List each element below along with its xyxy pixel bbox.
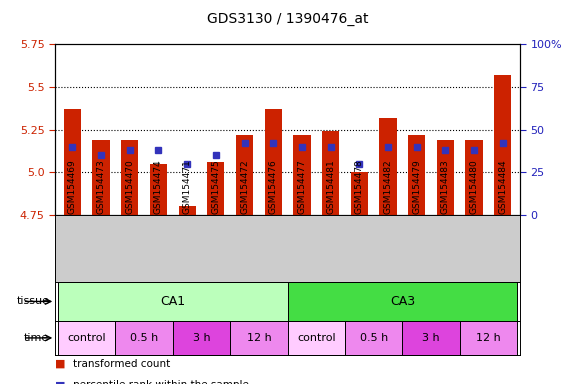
Bar xyxy=(403,321,460,355)
Bar xyxy=(58,321,116,355)
Bar xyxy=(116,321,173,355)
Text: control: control xyxy=(67,333,106,343)
Text: percentile rank within the sample: percentile rank within the sample xyxy=(73,380,249,384)
Bar xyxy=(460,321,517,355)
Bar xyxy=(345,321,403,355)
Bar xyxy=(494,75,511,215)
Bar xyxy=(121,140,138,215)
Bar xyxy=(92,140,110,215)
Text: 12 h: 12 h xyxy=(476,333,501,343)
Text: 12 h: 12 h xyxy=(246,333,271,343)
Text: CA3: CA3 xyxy=(390,295,415,308)
Text: 0.5 h: 0.5 h xyxy=(130,333,158,343)
Text: control: control xyxy=(297,333,336,343)
Bar xyxy=(173,321,230,355)
Text: CA1: CA1 xyxy=(160,295,185,308)
Bar xyxy=(178,207,196,215)
Bar xyxy=(264,109,282,215)
Bar xyxy=(322,131,339,215)
Bar xyxy=(379,118,397,215)
Bar xyxy=(408,135,425,215)
Bar xyxy=(465,140,483,215)
Bar xyxy=(230,321,288,355)
Text: 3 h: 3 h xyxy=(193,333,210,343)
Text: transformed count: transformed count xyxy=(73,359,170,369)
Text: 3 h: 3 h xyxy=(422,333,440,343)
Text: ■: ■ xyxy=(55,359,66,369)
Bar xyxy=(437,140,454,215)
Bar xyxy=(150,164,167,215)
Bar xyxy=(236,135,253,215)
Text: GDS3130 / 1390476_at: GDS3130 / 1390476_at xyxy=(207,12,368,25)
Text: tissue: tissue xyxy=(16,296,49,306)
Bar xyxy=(351,172,368,215)
Bar xyxy=(58,282,288,321)
Bar xyxy=(64,109,81,215)
Bar xyxy=(207,162,224,215)
Text: 0.5 h: 0.5 h xyxy=(360,333,388,343)
Text: time: time xyxy=(24,333,49,343)
Text: ■: ■ xyxy=(55,380,66,384)
Bar xyxy=(288,321,345,355)
Bar xyxy=(293,135,311,215)
Bar xyxy=(288,282,517,321)
